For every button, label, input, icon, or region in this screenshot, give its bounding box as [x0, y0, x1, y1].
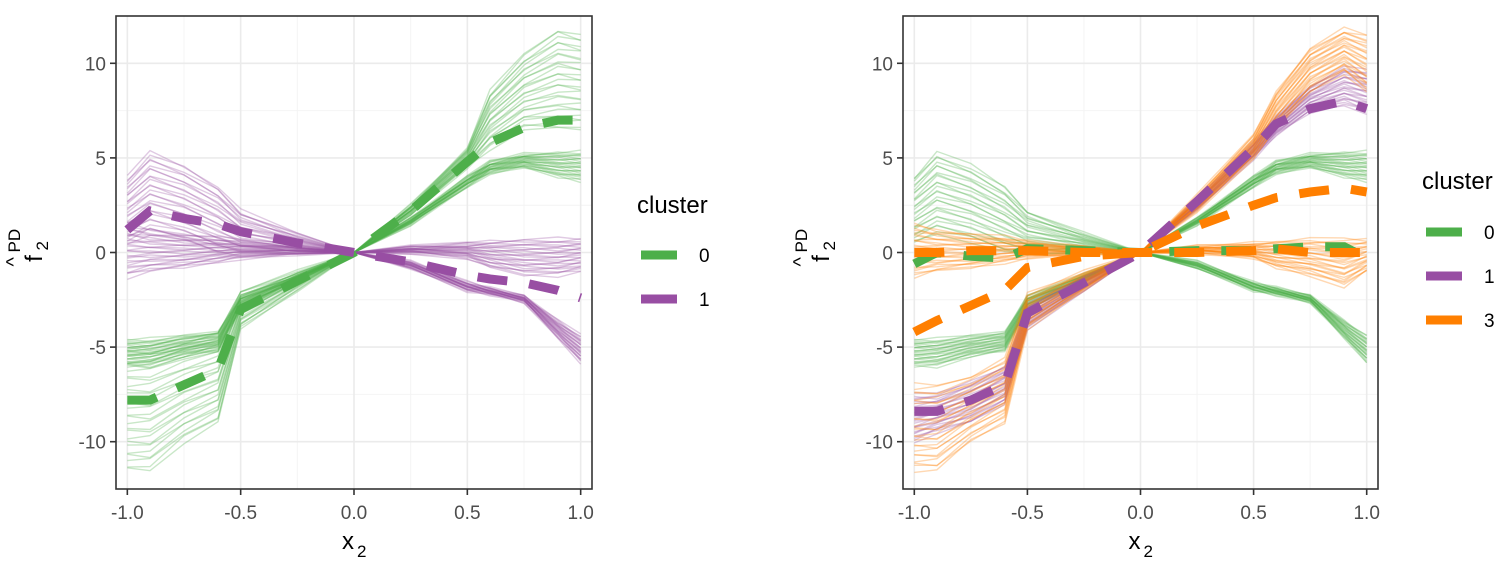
x-axis-title-main: x	[1129, 528, 1141, 555]
x-tick-label: 0.0	[1127, 503, 1153, 524]
y-axis-title-main: f	[21, 255, 48, 262]
legend-title: cluster	[637, 192, 708, 219]
y-tick-label: -10	[79, 433, 106, 454]
y-axis-title-main: f	[808, 255, 835, 262]
data-layer	[124, 30, 583, 472]
legend-item-3: 3	[1426, 311, 1495, 332]
y-tick-label: -5	[89, 338, 106, 359]
legend-item-0: 0	[1426, 223, 1495, 244]
x-tick-label: -1.0	[898, 503, 931, 524]
legend-label: 0	[699, 246, 710, 267]
legend: cluster 0 1 3	[1422, 168, 1495, 332]
y-tick-label: 10	[872, 54, 893, 75]
axes: -1.0 -0.5 0.0 0.5 1.0 -10 -5 0 5 10	[866, 54, 1380, 524]
y-axis-title: f^ PD 2	[790, 229, 839, 267]
y-tick-label: -10	[866, 433, 893, 454]
legend-item-1: 1	[641, 290, 710, 311]
legend-label: 3	[1484, 311, 1495, 332]
y-axis-title: f^ PD 2	[3, 229, 52, 267]
y-tick-label: 10	[85, 54, 106, 75]
legend: cluster 0 1	[637, 192, 710, 311]
mean-line-cluster-1	[914, 96, 1369, 416]
x-axis-title-subscript: 2	[1144, 542, 1153, 561]
legend-item-0: 0	[641, 246, 710, 267]
x-axis-title-main: x	[342, 528, 354, 555]
x-tick-label: 0.5	[1240, 503, 1266, 524]
x-tick-label: 0.0	[341, 503, 367, 524]
y-axis-title-superscript: PD	[5, 229, 24, 253]
y-tick-label: 0	[882, 244, 893, 265]
mean-line-cluster-3	[912, 183, 1368, 337]
y-tick-label: -5	[876, 338, 893, 359]
y-axis-title-hat: ^	[3, 257, 25, 267]
y-axis-title-subscript: 2	[820, 241, 839, 250]
x-axis-title-subscript: 2	[357, 542, 366, 561]
axes: -1.0 -0.5 0.0 0.5 1.0 -10 -5 0 5 10	[79, 54, 594, 524]
y-axis-title-hat: ^	[790, 257, 812, 267]
y-tick-label: 5	[95, 149, 106, 170]
x-tick-label: -0.5	[1011, 503, 1044, 524]
y-tick-label: 0	[95, 244, 106, 265]
y-axis-title-subscript: 2	[33, 241, 52, 250]
legend-label: 0	[1484, 223, 1495, 244]
x-tick-label: -0.5	[224, 503, 257, 524]
y-tick-label: 5	[882, 149, 893, 170]
legend-label: 1	[699, 290, 710, 311]
legend-item-1: 1	[1426, 267, 1495, 288]
legend-title: cluster	[1422, 168, 1493, 195]
y-axis-title-superscript: PD	[792, 229, 811, 253]
mean-line-cluster-1	[124, 206, 583, 303]
data-layer	[912, 26, 1369, 474]
x-tick-label: -1.0	[111, 503, 144, 524]
x-tick-label: 1.0	[1353, 503, 1379, 524]
legend-label: 1	[1484, 267, 1495, 288]
mean-line-cluster-3	[914, 244, 1367, 257]
x-tick-label: 0.5	[454, 503, 480, 524]
x-tick-label: 1.0	[567, 503, 593, 524]
